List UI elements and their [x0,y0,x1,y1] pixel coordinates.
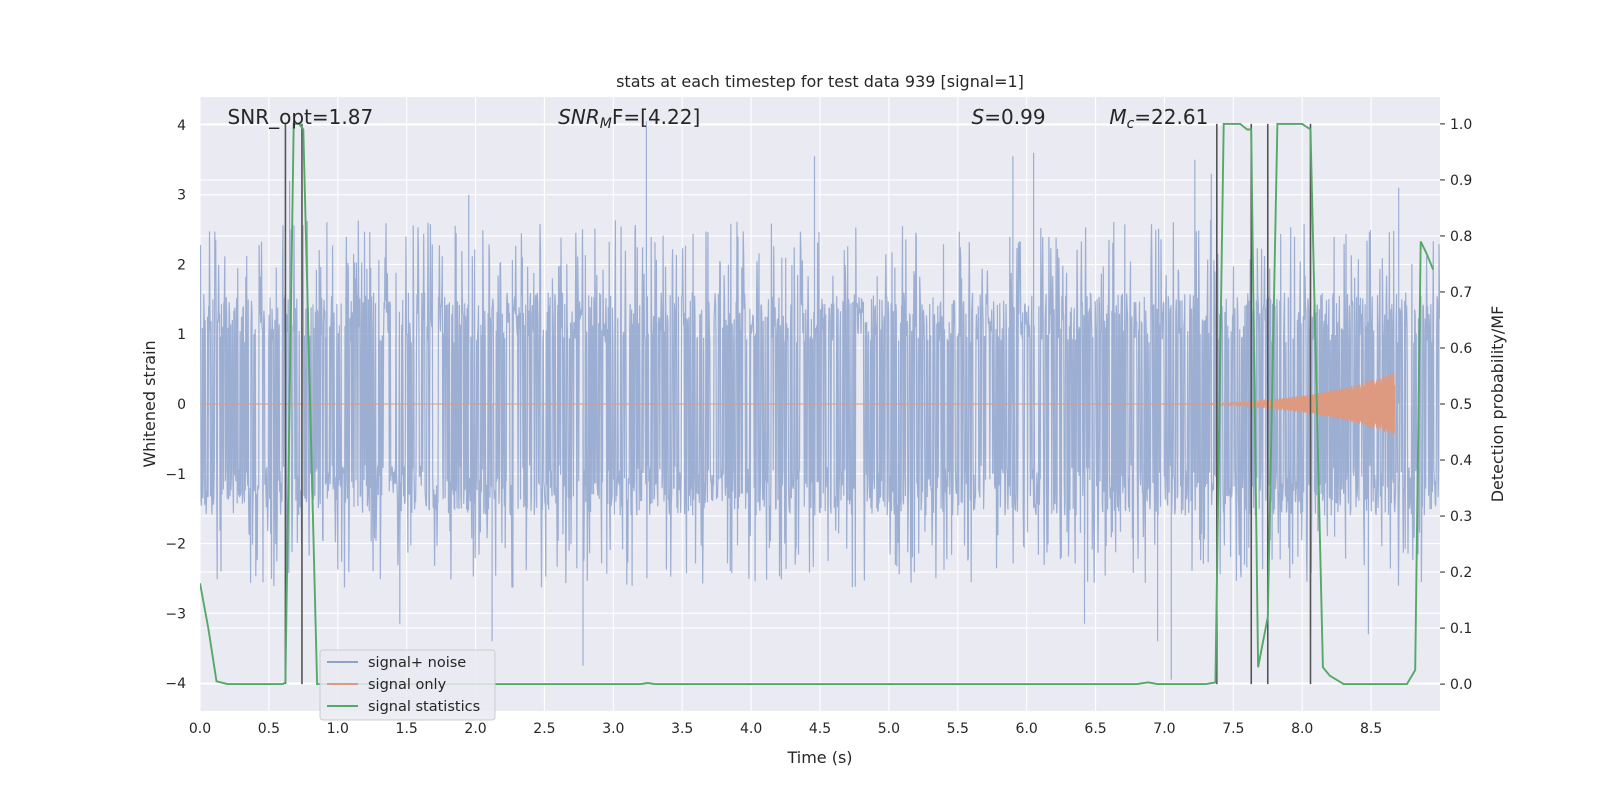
x-tick-label: 3.5 [671,721,693,737]
y-tick-label: 2 [177,257,186,273]
y2-axis-ticks: 1.0 0.9 0.8 0.7 0.6 0.5 0.4 0.3 0.2 0.1 0.0 [1440,117,1472,693]
y2-tick-label: 1.0 [1450,117,1472,133]
y-axis-label: Whitened strain [140,340,159,467]
y-tick-label: −1 [165,467,186,483]
y-axis-ticks: 4 3 2 1 0 −1 −2 −3 −4 [165,118,186,692]
chart-title: stats at each timestep for test data 939… [616,72,1024,91]
y2-tick-label: 0.0 [1450,677,1472,693]
x-tick-label: 4.5 [809,721,831,737]
y-tick-label: 1 [177,327,186,343]
annotation-text: SNR_opt=1.87 [228,105,374,129]
y2-tick-label: 0.7 [1450,285,1472,301]
y2-axis-label: Detection probability/MF [1488,306,1507,503]
legend: signal+ noise signal only signal statist… [319,649,496,721]
x-tick-label: 2.5 [533,721,555,737]
annotation-text: SNRMF=[4.22] [558,105,700,132]
y2-tick-label: 0.1 [1450,621,1472,637]
y-tick-label: −2 [165,537,186,553]
x-tick-label: 0.0 [189,721,211,737]
y-tick-label: 3 [177,188,186,204]
signal-statistics-series [200,122,1434,686]
x-tick-label: 0.5 [258,721,280,737]
y2-tick-label: 0.4 [1450,453,1472,469]
x-tick-label: 8.0 [1291,721,1313,737]
annotation-text: S=0.99 [972,105,1046,129]
x-tick-label: 8.5 [1360,721,1382,737]
legend-label-signal-noise: signal+ noise [368,655,466,671]
x-tick-label: 3.0 [602,721,624,737]
x-tick-label: 2.0 [464,721,486,737]
y2-tick-label: 0.6 [1450,341,1472,357]
x-tick-label: 7.5 [1222,721,1244,737]
y-tick-label: 0 [177,397,186,413]
y2-tick-label: 0.9 [1450,173,1472,189]
y2-tick-label: 0.5 [1450,397,1472,413]
legend-box [319,649,496,721]
x-tick-label: 4.0 [740,721,762,737]
x-tick-label: 1.5 [396,721,418,737]
x-tick-label: 7.0 [1153,721,1175,737]
x-tick-label: 6.5 [1084,721,1106,737]
y-tick-label: 4 [177,118,186,134]
y2-tick-label: 0.2 [1450,565,1472,581]
y2-tick-label: 0.3 [1450,509,1472,525]
y2-tick-label: 0.8 [1450,229,1472,245]
x-tick-label: 5.5 [947,721,969,737]
annotations: SNR_opt=1.87 SNRMF=[4.22] S=0.99 Mc=22.61 [228,105,1209,132]
x-tick-label: 5.0 [878,721,900,737]
x-axis-ticks: 0.0 0.5 1.0 1.5 2.0 2.5 3.0 3.5 4.0 4.5 5.0 5.5 6.0 6… [189,721,1382,737]
annotation-text: Mc=22.61 [1109,105,1208,132]
x-tick-label: 6.0 [1016,721,1038,737]
legend-label-signal-statistics: signal statistics [368,699,480,715]
y-tick-label: −3 [165,606,186,622]
x-axis-label: Time (s) [786,748,852,767]
signal-only-series [200,373,1396,435]
x-tick-label: 1.0 [327,721,349,737]
legend-label-signal-only: signal only [368,677,447,693]
y-tick-label: −4 [165,676,186,692]
